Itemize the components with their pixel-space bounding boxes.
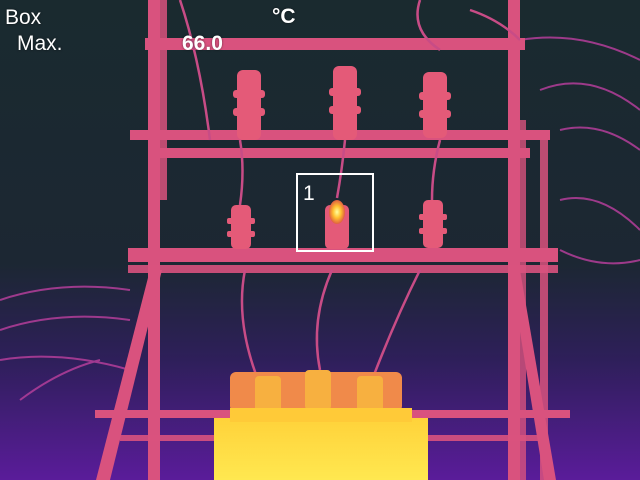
max-temperature-value: 66.0 [182,32,223,55]
background-wires [0,36,640,401]
lead-wires [178,0,521,381]
measurement-mode-label: Box [5,6,42,29]
measurement-box-number: 1 [303,182,315,205]
measurement-box[interactable]: 1 [296,173,374,252]
top-insulators [233,66,451,140]
temperature-unit-label: °C [272,5,296,28]
hot-spot [329,200,345,224]
measurement-stat-label: Max. [17,32,63,55]
transformer [214,370,428,480]
